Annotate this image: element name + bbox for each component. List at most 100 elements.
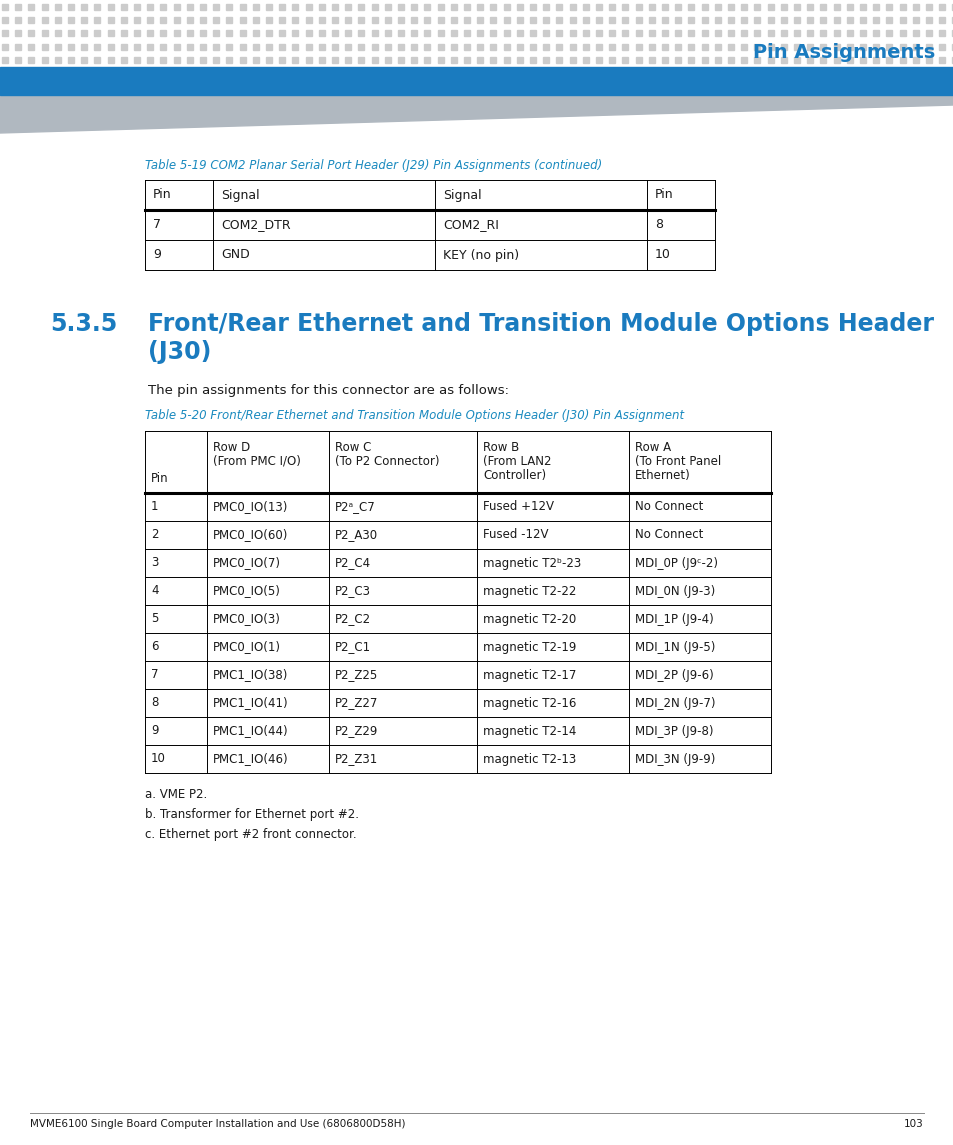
Bar: [42, 44, 48, 49]
Bar: [94, 70, 100, 76]
Bar: [885, 17, 891, 23]
Bar: [94, 3, 100, 10]
Bar: [925, 31, 931, 37]
Bar: [912, 57, 918, 63]
Text: P2_C4: P2_C4: [335, 556, 371, 569]
Bar: [872, 70, 879, 76]
Bar: [846, 3, 852, 10]
Bar: [318, 31, 324, 37]
Bar: [437, 44, 443, 49]
Text: 8: 8: [151, 696, 158, 710]
Text: P2_Z25: P2_Z25: [335, 669, 377, 681]
Bar: [397, 44, 403, 49]
Bar: [517, 44, 522, 49]
Bar: [582, 70, 588, 76]
Bar: [226, 31, 233, 37]
Bar: [332, 31, 337, 37]
Bar: [384, 31, 391, 37]
Text: 4: 4: [151, 584, 158, 598]
Bar: [530, 44, 536, 49]
Text: P2_A30: P2_A30: [335, 529, 377, 542]
Bar: [463, 31, 470, 37]
Bar: [859, 17, 865, 23]
Bar: [332, 17, 337, 23]
Bar: [648, 70, 654, 76]
Bar: [29, 31, 34, 37]
Bar: [29, 17, 34, 23]
Text: P2_Z29: P2_Z29: [335, 725, 378, 737]
Bar: [596, 3, 601, 10]
Bar: [754, 3, 760, 10]
Bar: [384, 70, 391, 76]
Bar: [68, 3, 74, 10]
Bar: [54, 70, 61, 76]
Text: magnetic T2ᵇ-23: magnetic T2ᵇ-23: [482, 556, 580, 569]
Bar: [754, 17, 760, 23]
Bar: [42, 70, 48, 76]
Bar: [621, 3, 628, 10]
Bar: [793, 57, 800, 63]
Bar: [332, 70, 337, 76]
Text: PMC1_IO(44): PMC1_IO(44): [213, 725, 289, 737]
Bar: [754, 70, 760, 76]
Bar: [332, 57, 337, 63]
Bar: [833, 31, 839, 37]
Bar: [621, 57, 628, 63]
Bar: [951, 31, 953, 37]
Bar: [94, 44, 100, 49]
Bar: [121, 44, 127, 49]
Text: Row C: Row C: [335, 441, 371, 455]
Bar: [54, 17, 61, 23]
Text: MDI_3N (J9-9): MDI_3N (J9-9): [635, 752, 715, 766]
Bar: [266, 17, 272, 23]
Bar: [700, 3, 707, 10]
Bar: [530, 70, 536, 76]
Bar: [780, 31, 786, 37]
Text: Table 5-19 COM2 Planar Serial Port Header (J29) Pin Assignments (continued): Table 5-19 COM2 Planar Serial Port Heade…: [145, 158, 601, 172]
Bar: [332, 3, 337, 10]
Bar: [700, 17, 707, 23]
Bar: [2, 57, 8, 63]
Bar: [358, 57, 364, 63]
Bar: [675, 44, 680, 49]
Bar: [925, 3, 931, 10]
Text: 5.3.5: 5.3.5: [50, 311, 117, 335]
Bar: [437, 31, 443, 37]
Bar: [121, 57, 127, 63]
Bar: [872, 17, 879, 23]
Bar: [648, 31, 654, 37]
Text: MDI_2N (J9-7): MDI_2N (J9-7): [635, 696, 715, 710]
Bar: [820, 70, 825, 76]
Bar: [621, 17, 628, 23]
Bar: [740, 31, 746, 37]
Text: 9: 9: [151, 725, 158, 737]
Bar: [569, 3, 575, 10]
Bar: [859, 44, 865, 49]
Bar: [569, 44, 575, 49]
Text: P2ᵃ_C7: P2ᵃ_C7: [335, 500, 375, 513]
Bar: [885, 3, 891, 10]
Bar: [318, 57, 324, 63]
Text: 2: 2: [151, 529, 158, 542]
Bar: [556, 70, 562, 76]
Bar: [213, 17, 219, 23]
Bar: [754, 44, 760, 49]
Bar: [266, 70, 272, 76]
Bar: [292, 17, 298, 23]
Bar: [200, 57, 206, 63]
Bar: [81, 44, 87, 49]
Bar: [872, 57, 879, 63]
Text: 9: 9: [152, 248, 161, 261]
Text: The pin assignments for this connector are as follows:: The pin assignments for this connector a…: [148, 384, 509, 397]
Bar: [147, 57, 153, 63]
Bar: [661, 44, 667, 49]
Bar: [556, 17, 562, 23]
Bar: [609, 3, 615, 10]
Bar: [569, 57, 575, 63]
Bar: [292, 3, 298, 10]
Bar: [912, 44, 918, 49]
Text: MDI_0N (J9-3): MDI_0N (J9-3): [635, 584, 715, 598]
Bar: [266, 44, 272, 49]
Bar: [542, 44, 549, 49]
Bar: [160, 17, 166, 23]
